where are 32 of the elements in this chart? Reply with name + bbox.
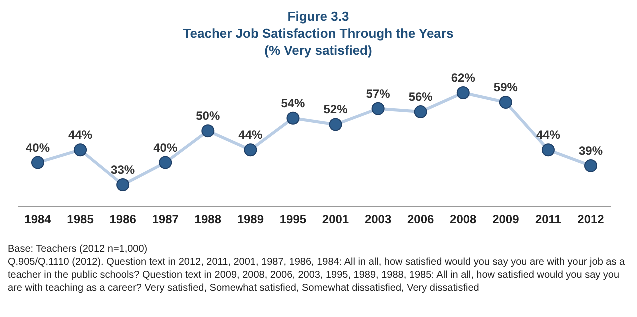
data-label: 52% <box>324 102 348 117</box>
x-tick-label: 1989 <box>237 212 264 227</box>
x-tick-label: 2009 <box>492 212 520 227</box>
data-label: 40% <box>26 140 50 155</box>
chart-title: Figure 3.3 <box>286 8 350 25</box>
x-tick-label: 2006 <box>407 212 435 227</box>
data-label: 33% <box>111 163 136 177</box>
x-tick-label: 2011 <box>535 212 562 227</box>
text: Base: Teachers (2012 n=1,000) <box>8 243 149 256</box>
x-tick-label: 2012 <box>578 212 605 227</box>
x-tick-label: 2008 <box>450 212 478 227</box>
data-label: 54% <box>281 96 306 110</box>
chart-subtitle: Teacher Job Satisfaction Through the Years (% Very satisfied) <box>182 25 455 59</box>
data-label: 62% <box>451 71 476 85</box>
x-tick-label: 1988 <box>194 212 222 227</box>
data-label: 57% <box>366 86 391 101</box>
x-tick-label: 2001 <box>322 212 350 227</box>
x-tick-label: 1986 <box>110 212 137 227</box>
data-label: 44% <box>68 128 93 142</box>
text: Q.905/Q.1110 (2012). Question text in 2012, 2011, 2001, 1987, 1986, 1984: All in all, how satisfied would you say you are with your job as a teacher in the public schools? Question text in 2009, 2008, 2006, 2003, 1995, 1989, 1988, 1985: All in all, how satisfied would you say you are with teaching as a career? Very satisfied, Somewhat satisfied, Somewhat dissatisfied, Very dissatisfied <box>8 256 626 295</box>
x-tick-label: 2003 <box>364 212 392 227</box>
x-tick-label: 1984 <box>24 212 52 227</box>
data-label: 39% <box>578 144 604 158</box>
data-label: 44% <box>536 128 561 142</box>
data-label: 40% <box>154 140 178 155</box>
data-label: 50% <box>196 109 220 124</box>
x-tick-label: 1987 <box>152 212 180 227</box>
x-tick-label: 1985 <box>67 212 94 227</box>
data-label: 56% <box>408 90 434 104</box>
data-label: 59% <box>494 80 518 95</box>
x-tick-label: 1995 <box>280 212 307 227</box>
data-label: 44% <box>238 128 264 142</box>
